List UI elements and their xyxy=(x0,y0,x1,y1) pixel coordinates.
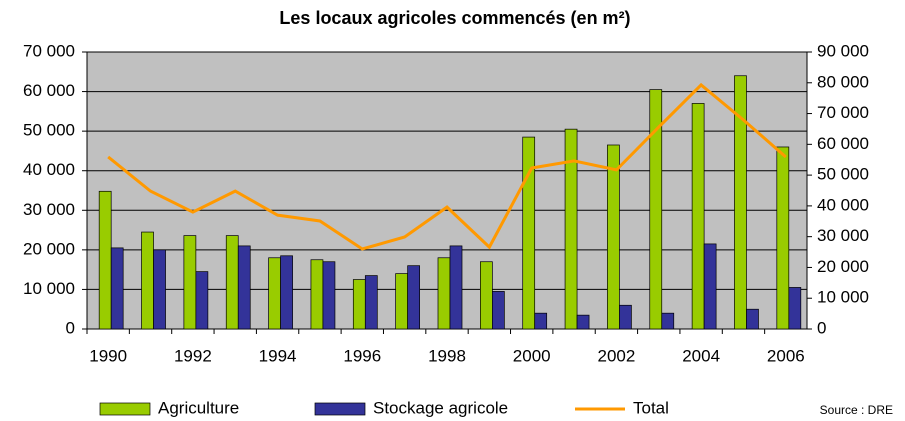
y2-tick-label: 80 000 xyxy=(817,72,869,91)
x-tick-label: 1996 xyxy=(343,346,381,365)
bar xyxy=(352,279,366,330)
x-tick-label: 1992 xyxy=(174,346,212,365)
bar xyxy=(268,257,281,330)
y2-tick-label: 60 000 xyxy=(817,134,869,153)
bar xyxy=(703,243,717,330)
legend-label: Total xyxy=(633,398,669,417)
bar xyxy=(407,265,420,330)
y-tick-label: 30 000 xyxy=(23,200,75,219)
y-tick-label: 50 000 xyxy=(23,121,75,140)
bar xyxy=(522,136,536,330)
y2-tick-label: 0 xyxy=(817,318,826,337)
legend-swatch xyxy=(314,402,366,416)
bar xyxy=(746,308,759,330)
bar xyxy=(564,128,578,330)
bar xyxy=(607,144,620,330)
chart-title: Les locaux agricoles commencés (en m²) xyxy=(279,8,630,28)
legend-label: Agriculture xyxy=(158,398,239,417)
bar xyxy=(734,75,747,330)
bar xyxy=(449,245,463,330)
bar xyxy=(237,245,251,330)
bar xyxy=(437,257,451,330)
x-tick-label: 1994 xyxy=(259,346,297,365)
bar xyxy=(322,261,336,330)
y-tick-label: 10 000 xyxy=(23,279,75,298)
x-tick-label: 1990 xyxy=(89,346,127,365)
x-tick-label: 2000 xyxy=(513,346,551,365)
x-tick-label: 2002 xyxy=(597,346,635,365)
bar xyxy=(110,247,124,330)
y-tick-label: 60 000 xyxy=(23,81,75,100)
bar xyxy=(776,146,790,330)
bar xyxy=(364,275,378,330)
bar xyxy=(141,231,154,330)
y2-tick-label: 20 000 xyxy=(817,257,869,276)
y2-tick-label: 30 000 xyxy=(817,226,869,245)
legend-swatch xyxy=(99,402,151,416)
y-tick-label: 40 000 xyxy=(23,160,75,179)
y-tick-label: 0 xyxy=(66,318,75,337)
bar xyxy=(619,304,632,330)
y2-tick-label: 40 000 xyxy=(817,195,869,214)
bar xyxy=(183,235,197,330)
bar xyxy=(310,259,324,330)
line xyxy=(107,82,787,251)
bar xyxy=(225,235,239,330)
legend-label: Stockage agricole xyxy=(373,398,508,417)
y2-tick-label: 10 000 xyxy=(817,288,869,307)
bar xyxy=(98,190,112,330)
bar xyxy=(691,103,705,330)
x-tick-label: 1998 xyxy=(428,346,466,365)
bar xyxy=(661,312,675,330)
bar xyxy=(395,273,408,330)
y-tick-label: 20 000 xyxy=(23,239,75,258)
bar xyxy=(280,255,293,330)
y2-tick-label: 70 000 xyxy=(817,103,869,122)
bar xyxy=(534,312,548,330)
bar xyxy=(788,287,802,330)
bar xyxy=(480,261,493,330)
bar xyxy=(492,291,505,330)
bar xyxy=(195,271,209,330)
y2-tick-label: 90 000 xyxy=(817,41,869,60)
bar xyxy=(576,314,590,330)
y2-tick-label: 50 000 xyxy=(817,165,869,184)
x-tick-label: 2006 xyxy=(767,346,805,365)
source: Source : DRE xyxy=(820,403,893,417)
x-tick-label: 2004 xyxy=(682,346,720,365)
bar xyxy=(649,89,663,330)
y-tick-label: 70 000 xyxy=(23,41,75,60)
bar xyxy=(153,249,166,330)
